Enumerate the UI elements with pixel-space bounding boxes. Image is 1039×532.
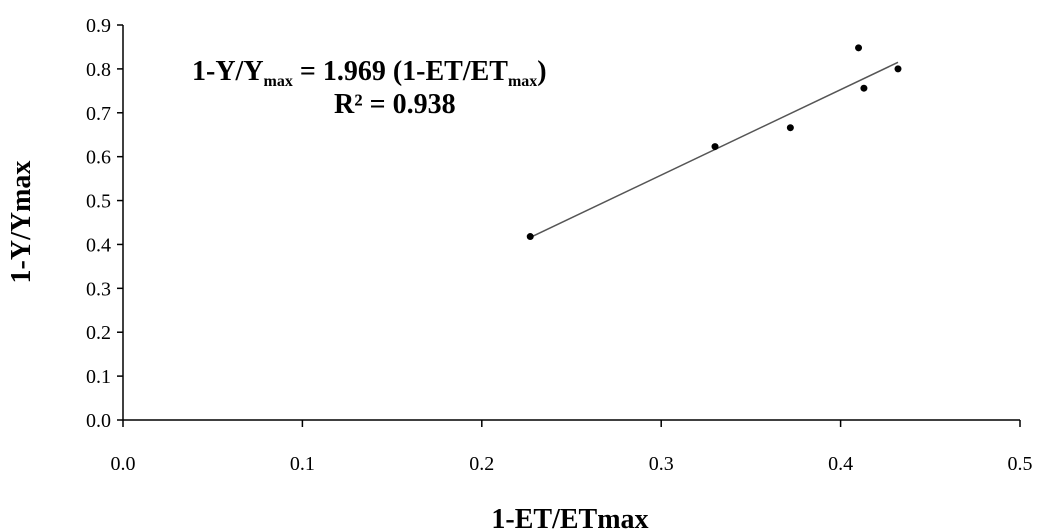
x-axis-title: 1-ET/ETmax: [491, 504, 648, 532]
y-tick-label: 0.0: [86, 410, 111, 432]
data-point: [786, 124, 794, 132]
y-tick-label: 0.3: [86, 278, 111, 300]
data-point: [526, 233, 534, 241]
y-tick-label: 0.4: [86, 234, 111, 256]
y-tick-label: 0.8: [86, 59, 111, 81]
data-points: [526, 44, 902, 241]
axes: [117, 24, 1021, 427]
y-tick-label: 0.9: [86, 15, 111, 37]
x-tick-label: 0.5: [1008, 453, 1033, 475]
data-point: [894, 65, 902, 73]
y-tick-label: 0.6: [86, 147, 111, 169]
y-tick-label: 0.5: [86, 191, 111, 213]
y-tick-label: 0.2: [86, 322, 111, 344]
y-axis-title: 1-Y/Ymax: [6, 161, 37, 284]
r-squared-label: R² = 0.938: [334, 89, 456, 120]
x-tick-label: 0.2: [469, 453, 494, 475]
x-tick-label: 0.0: [111, 453, 136, 475]
x-tick-label: 0.4: [828, 453, 853, 475]
data-point: [860, 84, 868, 92]
x-tick-label: 0.3: [649, 453, 674, 475]
y-tick-label: 0.1: [86, 366, 111, 388]
y-tick-label: 0.7: [86, 103, 111, 125]
data-point: [711, 143, 719, 151]
equation-label: 1-Y/Ymax = 1.969 (1-ET/ETmax): [192, 56, 547, 90]
tick-labels: 0.0 0.1 0.2 0.3 0.4 0.5 0.6 0.7 0.8 0.9 0.0 0.1 0.2 0…: [86, 15, 1033, 475]
x-tick-label: 0.1: [290, 453, 315, 475]
data-point: [855, 44, 863, 52]
